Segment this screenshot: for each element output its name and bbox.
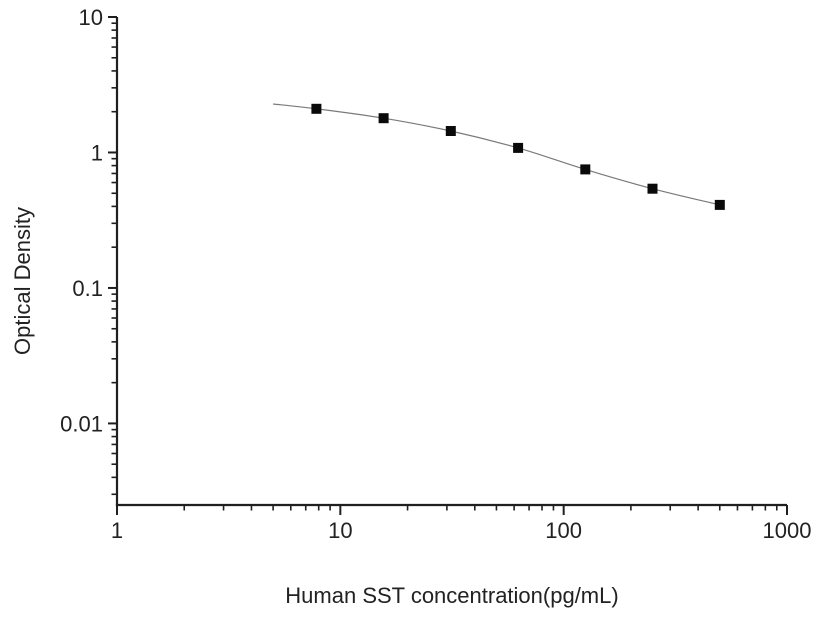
x-tick-label: 1 <box>111 518 123 543</box>
data-point-marker <box>445 126 456 136</box>
y-axis-title: Optical Density <box>10 207 35 355</box>
data-point-marker <box>714 199 725 210</box>
tick-labels: 1 10 100 1000 10 1 0.1 0.01 <box>60 5 811 543</box>
data-point-marker <box>378 113 389 124</box>
data-point-marker <box>647 183 658 194</box>
axis-ticks <box>108 16 788 515</box>
axis-spines <box>115 17 787 507</box>
x-tick-label: 10 <box>328 518 352 543</box>
y-tick-label: 0.01 <box>60 411 103 436</box>
x-axis-title: Human SST concentration(pg/mL) <box>285 583 618 608</box>
data-point-marker <box>311 103 322 114</box>
fit-curve-line <box>273 103 720 206</box>
y-tick-label: 1 <box>91 140 103 165</box>
y-tick-label: 0.1 <box>72 276 103 301</box>
data-points <box>311 103 725 210</box>
y-tick-label: 10 <box>79 5 103 30</box>
x-tick-label: 100 <box>545 518 582 543</box>
data-point-marker <box>580 164 591 175</box>
data-point-marker <box>513 142 524 153</box>
x-tick-label: 1000 <box>763 518 812 543</box>
